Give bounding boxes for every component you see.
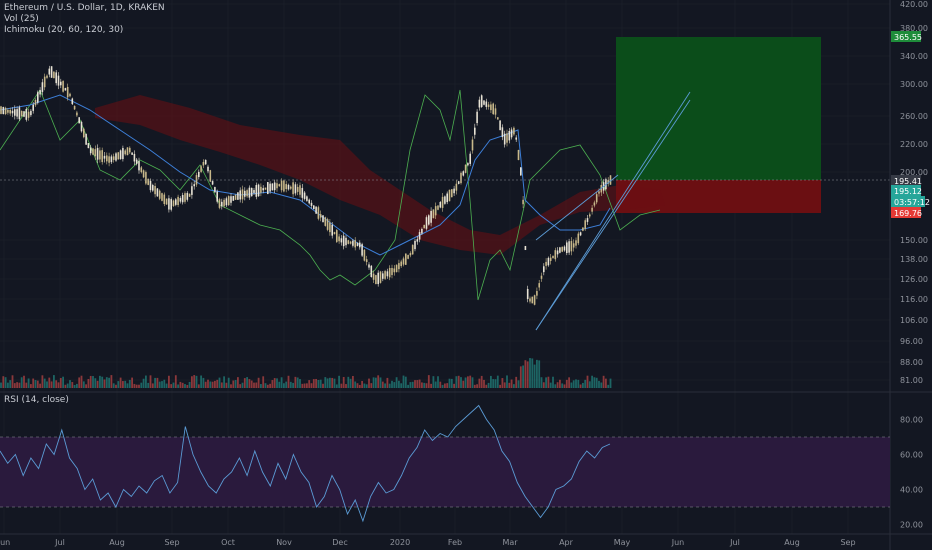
time-tick-label: Jul bbox=[729, 538, 740, 547]
price-tick-label: 340.00 bbox=[900, 52, 928, 61]
price-tick-label: 106.00 bbox=[900, 316, 928, 325]
rsi-band bbox=[0, 437, 890, 507]
price-tick-label: 81.00 bbox=[900, 376, 923, 385]
price-tick-label: 138.00 bbox=[900, 255, 928, 264]
time-axis[interactable]: Jun Jul Aug Sep Oct Nov Dec 2020 Feb Mar Apr May Jun… bbox=[0, 538, 856, 547]
time-tick-label: Dec bbox=[332, 538, 347, 547]
price-tick-label: 420.00 bbox=[900, 0, 928, 9]
time-tick-label: Jun bbox=[0, 538, 10, 547]
rsi-indicator-label[interactable]: RSI (14, close) bbox=[4, 395, 69, 405]
time-tick-label: Sep bbox=[840, 538, 855, 547]
last-price-tag: 195.12 bbox=[894, 187, 922, 196]
price-tick-label: 220.00 bbox=[900, 140, 928, 149]
time-tick-label: Apr bbox=[559, 538, 574, 547]
rsi-tick-label: 60.00 bbox=[900, 451, 923, 460]
ichimoku-indicator-label[interactable]: Ichimoku (20, 60, 120, 30) bbox=[4, 25, 124, 35]
target-zone bbox=[616, 37, 821, 180]
target-price-tag: 365.55 bbox=[894, 33, 922, 42]
rsi-axis: 80.00 60.00 40.00 20.00 bbox=[900, 416, 923, 530]
entry-price-tag: 195.41 bbox=[894, 177, 922, 186]
ichimoku-cloud bbox=[95, 95, 665, 255]
price-tick-label: 300.00 bbox=[900, 80, 928, 89]
rising-wedge-drawing[interactable] bbox=[535, 91, 691, 331]
price-tags: 365.55 195.41 195.12 03:57:12 169.76 bbox=[891, 31, 930, 218]
price-tick-label: 96.00 bbox=[900, 337, 923, 346]
candle-countdown: 03:57:12 bbox=[894, 198, 930, 207]
price-tick-label: 260.00 bbox=[900, 112, 928, 121]
price-tick-label: 150.00 bbox=[900, 236, 928, 245]
volume-bars bbox=[0, 358, 612, 388]
time-tick-label: Aug bbox=[109, 538, 125, 547]
time-tick-label: Sep bbox=[164, 538, 179, 547]
stop-price-tag: 169.76 bbox=[894, 209, 922, 218]
ichimoku-kijun-line bbox=[0, 94, 611, 256]
rsi-tick-label: 80.00 bbox=[900, 416, 923, 425]
price-tick-label: 116.00 bbox=[900, 295, 928, 304]
price-axis[interactable]: 420.00 380.00 340.00 300.00 260.00 220.00 200.… bbox=[900, 0, 928, 385]
time-tick-label: 2020 bbox=[390, 538, 410, 547]
time-tick-label: Oct bbox=[221, 538, 235, 547]
time-tick-label: Mar bbox=[502, 538, 518, 547]
time-tick-label: May bbox=[614, 538, 631, 547]
price-tick-label: 200.00 bbox=[900, 168, 928, 177]
rsi-tick-label: 40.00 bbox=[900, 486, 923, 495]
time-tick-label: Nov bbox=[276, 538, 292, 547]
symbol-title[interactable]: Ethereum / U.S. Dollar, 1D, KRAKEN bbox=[4, 3, 165, 13]
rsi-line bbox=[0, 404, 611, 523]
time-tick-label: Aug bbox=[784, 538, 800, 547]
candlestick-series bbox=[0, 65, 612, 306]
price-tick-label: 380.00 bbox=[900, 24, 928, 33]
price-tick-label: 88.00 bbox=[900, 358, 923, 367]
rsi-tick-label: 20.00 bbox=[900, 521, 923, 530]
ichimoku-chikou-line bbox=[0, 89, 661, 301]
price-tick-label: 126.00 bbox=[900, 275, 928, 284]
time-tick-label: Jul bbox=[54, 538, 65, 547]
time-tick-label: Jun bbox=[671, 538, 685, 547]
volume-indicator-label[interactable]: Vol (25) bbox=[4, 14, 39, 24]
time-tick-label: Feb bbox=[448, 538, 462, 547]
